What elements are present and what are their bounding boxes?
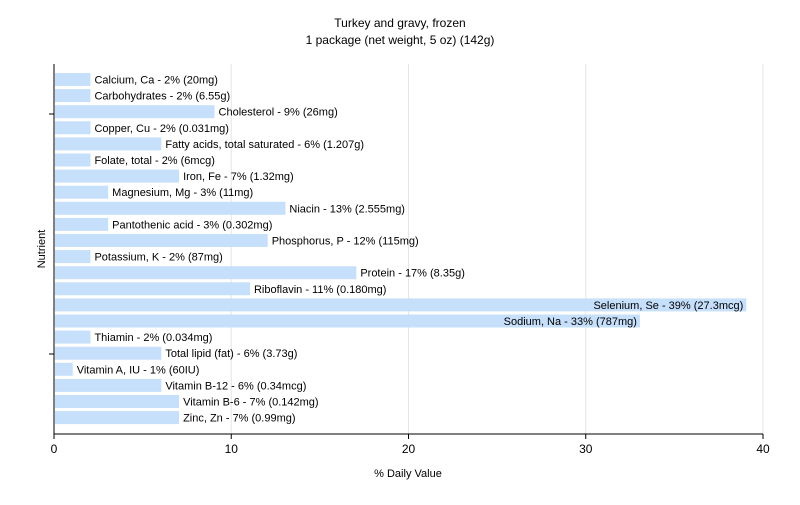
bar-label: Vitamin B-6 - 7% (0.142mg) [183,397,319,409]
chart-subtitle: 1 package (net weight, 5 oz) (142g) [306,33,495,47]
bars: Calcium, Ca - 2% (20mg) Carbohydrates - 2… [55,73,747,425]
x-axis-label: % Daily Value [374,468,442,480]
bar-label: Magnesium, Mg - 3% (11mg) [112,187,253,199]
bar [55,298,747,312]
bar-label: Protein - 17% (8.35g) [360,268,465,280]
bar [55,282,250,296]
bar [55,185,109,199]
chart-title: Turkey and gravy, frozen [334,16,465,30]
x-tick-label: 30 [579,442,593,456]
bar [55,217,109,231]
bar-label: Thiamin - 2% (0.034mg) [94,332,212,344]
bar [55,378,162,392]
bar [55,73,91,86]
bar-label: Carbohydrates - 2% (6.55g) [94,91,230,103]
bar-label: Vitamin B-12 - 6% (0.34mcg) [165,380,306,392]
x-tick-label: 10 [225,442,239,456]
bar [55,201,286,215]
bar-label: Selenium, Se - 39% (27.3mcg) [593,300,743,312]
bar-label: Pantothenic acid - 3% (0.302mg) [112,219,272,231]
bar-label: Vitamin A, IU - 1% (60IU) [77,364,200,376]
bar [55,411,180,425]
bar [55,330,91,344]
bar [55,314,640,328]
bar [55,121,91,135]
bar-label: Calcium, Ca - 2% (20mg) [94,75,217,87]
bar-label: Niacin - 13% (2.555mg) [289,203,405,215]
x-tick-label: 40 [756,442,770,456]
bar [55,153,91,167]
bar-label: Copper, Cu - 2% (0.031mg) [94,123,229,135]
x-tick-label: 20 [402,442,416,456]
bar [55,266,357,280]
bar-label: Sodium, Na - 33% (787mg) [504,316,637,328]
y-axis-label: Nutrient [36,230,48,269]
bar-label: Cholesterol - 9% (26mg) [219,107,338,119]
bar [55,105,215,119]
bar-label: Phosphorus, P - 12% (115mg) [272,236,419,248]
x-ticks: 0 10 20 30 40 [49,113,770,456]
bar-label: Iron, Fe - 7% (1.32mg) [183,171,294,183]
bar [55,250,91,264]
bar-label: Riboflavin - 11% (0.180mg) [254,284,386,296]
bar [55,362,73,376]
bar-label: Total lipid (fat) - 6% (3.73g) [165,348,297,360]
bar [55,346,162,360]
bar [55,89,91,103]
bar [55,395,180,408]
bar-label: Fatty acids, total saturated - 6% (1.207… [165,139,364,151]
bar-label: Zinc, Zn - 7% (0.99mg) [183,413,295,425]
gridlines [230,64,764,434]
x-tick-label: 0 [51,442,58,456]
bar [55,234,268,247]
bar [55,137,162,151]
bar-label: Folate, total - 2% (6mcg) [94,155,214,167]
bar-label: Potassium, K - 2% (87mg) [94,252,222,264]
bar [55,169,180,183]
